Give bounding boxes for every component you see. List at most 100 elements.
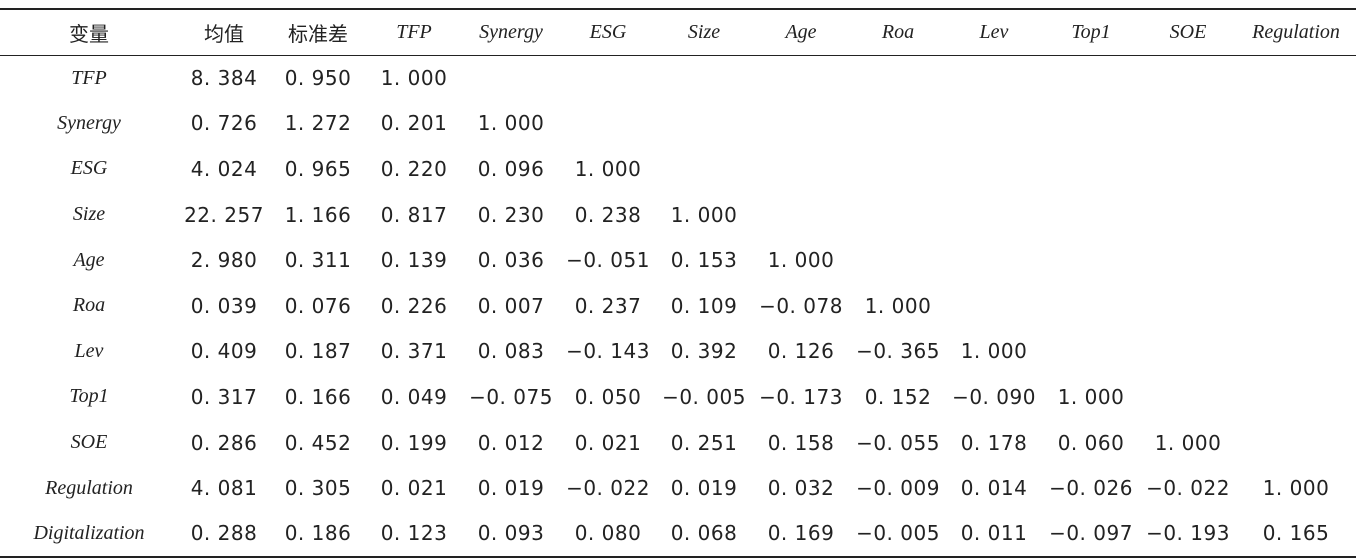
- row-label: Top1: [69, 385, 109, 408]
- table-cell: 4. 024: [190, 156, 258, 181]
- table-cell: 1. 272: [284, 111, 352, 136]
- table-cell: 22. 257: [184, 202, 264, 227]
- row-label: Synergy: [57, 111, 121, 134]
- table-row-synergy: Synergy 0. 726 1. 272 0. 201 1. 000: [0, 101, 1356, 147]
- table-cell: 4. 081: [190, 476, 258, 501]
- table-cell: 0. 153: [670, 248, 738, 273]
- table-cell: 0. 076: [284, 293, 352, 318]
- table-cell: 0. 286: [190, 430, 258, 455]
- table-cell: −0. 193: [1146, 521, 1230, 546]
- header-top1: Top1: [1071, 20, 1111, 43]
- table-cell: [946, 101, 1042, 147]
- table-cell: 0. 139: [380, 248, 448, 273]
- table-cell: [1236, 329, 1356, 375]
- table-body: TFP 8. 384 0. 950 1. 000 Synergy 0. 726 …: [0, 55, 1356, 557]
- table-cell: [946, 55, 1042, 101]
- table-cell: [1140, 146, 1236, 192]
- table-cell: 0. 007: [477, 293, 545, 318]
- table-cell: 0. 226: [380, 293, 448, 318]
- header-mean: 均值: [204, 21, 244, 46]
- table-cell: 0. 093: [477, 521, 545, 546]
- table-cell: [1236, 192, 1356, 238]
- row-label: Digitalization: [33, 521, 145, 544]
- table-cell: [1140, 283, 1236, 329]
- table-row-tfp: TFP 8. 384 0. 950 1. 000: [0, 55, 1356, 101]
- table-cell: −0. 097: [1049, 521, 1133, 546]
- table-cell: 1. 000: [1262, 476, 1330, 501]
- header-tfp: TFP: [396, 20, 432, 43]
- table-cell: [752, 101, 850, 147]
- table-cell: [1140, 237, 1236, 283]
- table-cell: 0. 158: [767, 430, 835, 455]
- table-cell: [1140, 329, 1236, 375]
- table-cell: 0. 317: [190, 384, 258, 409]
- table-cell: 0. 288: [190, 521, 258, 546]
- table-cell: 0. 178: [960, 430, 1028, 455]
- table-row-age: Age 2. 980 0. 311 0. 139 0. 036 −0. 051 …: [0, 237, 1356, 283]
- table-cell: 1. 000: [1057, 384, 1125, 409]
- table-cell: 1. 000: [477, 111, 545, 136]
- table-cell: 0. 237: [574, 293, 642, 318]
- row-label: TFP: [71, 66, 107, 89]
- table-cell: [1236, 420, 1356, 466]
- table-cell: 0. 109: [670, 293, 738, 318]
- table-cell: 0. 201: [380, 111, 448, 136]
- table-cell: 2. 980: [190, 248, 258, 273]
- row-label: Age: [73, 248, 105, 271]
- table-cell: [1042, 55, 1140, 101]
- table-cell: [656, 101, 752, 147]
- header-roa: Roa: [881, 20, 915, 43]
- table-cell: −0. 022: [1146, 476, 1230, 501]
- table-row-roa: Roa 0. 039 0. 076 0. 226 0. 007 0. 237 0…: [0, 283, 1356, 329]
- table-cell: 0. 220: [380, 156, 448, 181]
- table-row-regulation: Regulation 4. 081 0. 305 0. 021 0. 019 −…: [0, 465, 1356, 511]
- table-cell: 0. 965: [284, 156, 352, 181]
- table-cell: 0. 238: [574, 202, 642, 227]
- table-header: 变量 均值 标准差 TFP Synergy ESG Size Age Roa L…: [0, 9, 1356, 55]
- table-row-digitalization: Digitalization 0. 288 0. 186 0. 123 0. 0…: [0, 511, 1356, 557]
- table-cell: −0. 055: [856, 430, 940, 455]
- header-variable: 变量: [69, 21, 109, 46]
- table-row-esg: ESG 4. 024 0. 965 0. 220 0. 096 1. 000: [0, 146, 1356, 192]
- table-cell: [1236, 237, 1356, 283]
- table-cell: 0. 251: [670, 430, 738, 455]
- table-cell: 0. 152: [864, 384, 932, 409]
- table-cell: 1. 000: [767, 248, 835, 273]
- table-cell: 0. 011: [960, 521, 1028, 546]
- table-cell: −0. 051: [566, 248, 650, 273]
- table-cell: 0. 021: [574, 430, 642, 455]
- table-cell: [946, 192, 1042, 238]
- table-cell: 0. 019: [670, 476, 738, 501]
- table-cell: 0. 311: [284, 248, 352, 273]
- row-label: SOE: [70, 431, 108, 454]
- table-cell: −0. 005: [662, 384, 746, 409]
- table-cell: 0. 371: [380, 339, 448, 364]
- table-cell: 0. 169: [767, 521, 835, 546]
- table-cell: [1236, 374, 1356, 420]
- table-row-top1: Top1 0. 317 0. 166 0. 049 −0. 075 0. 050…: [0, 374, 1356, 420]
- table-cell: 0. 166: [284, 384, 352, 409]
- table-cell: [462, 55, 560, 101]
- table-cell: 1. 000: [670, 202, 738, 227]
- table-row-size: Size 22. 257 1. 166 0. 817 0. 230 0. 238…: [0, 192, 1356, 238]
- table-cell: 1. 000: [380, 66, 448, 91]
- table-cell: 0. 096: [477, 156, 545, 181]
- table-cell: 0. 036: [477, 248, 545, 273]
- table-cell: 0. 305: [284, 476, 352, 501]
- table-cell: 0. 050: [574, 384, 642, 409]
- table-cell: [1042, 329, 1140, 375]
- table-cell: 0. 123: [380, 521, 448, 546]
- table-cell: 0. 068: [670, 521, 738, 546]
- table-cell: [850, 55, 946, 101]
- table-cell: [656, 146, 752, 192]
- table-cell: 0. 014: [960, 476, 1028, 501]
- table-cell: −0. 009: [856, 476, 940, 501]
- header-regulation: Regulation: [1252, 20, 1340, 43]
- table-cell: [1140, 192, 1236, 238]
- table-cell: [1042, 101, 1140, 147]
- table-cell: [752, 55, 850, 101]
- table-cell: 0. 187: [284, 339, 352, 364]
- header-age: Age: [785, 20, 817, 43]
- table-cell: 1. 000: [574, 156, 642, 181]
- table-cell: [850, 146, 946, 192]
